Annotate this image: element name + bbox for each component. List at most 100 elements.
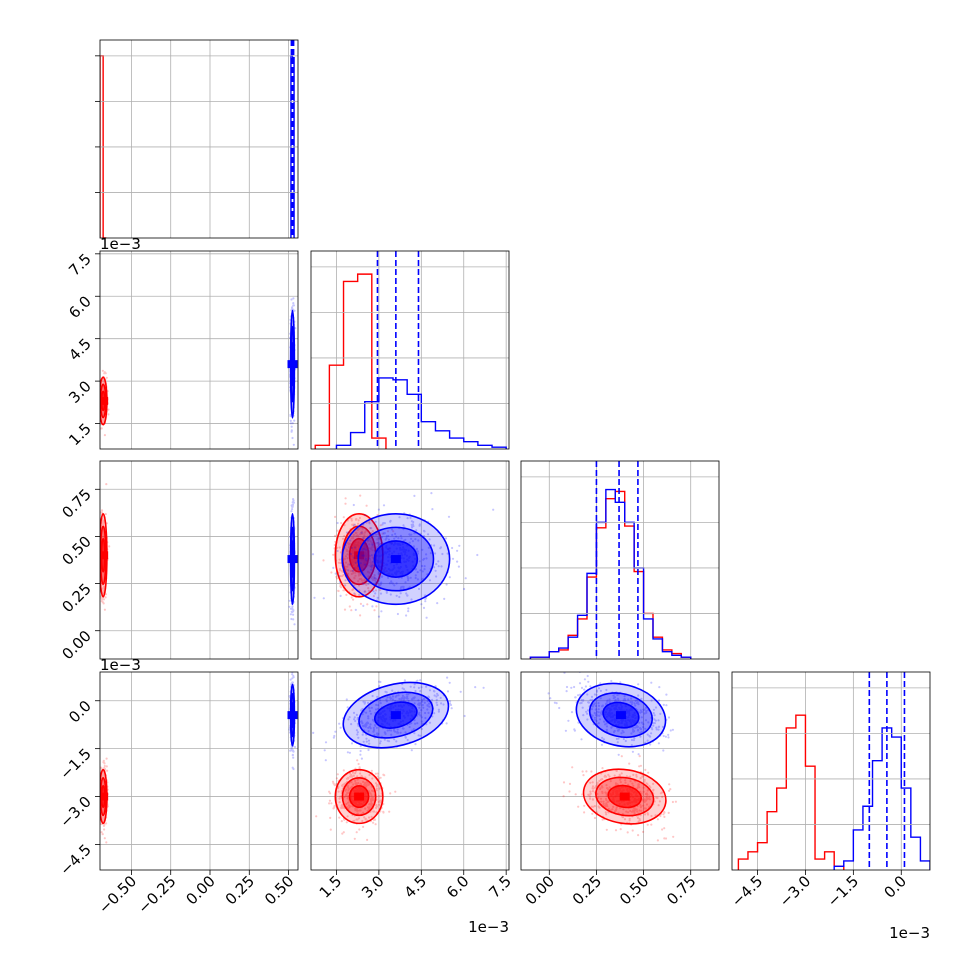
- sample-point: [583, 678, 587, 681]
- sample-point: [331, 780, 335, 783]
- sample-point: [382, 504, 386, 507]
- sample-point: [101, 591, 104, 594]
- sample-point: [102, 774, 105, 777]
- sample-point: [341, 574, 344, 578]
- sample-point: [370, 804, 373, 807]
- sample-point: [439, 546, 443, 549]
- sample-point: [387, 534, 390, 538]
- sample-point: [423, 565, 426, 568]
- sample-point: [372, 790, 375, 793]
- sample-point: [664, 837, 668, 840]
- sample-point: [637, 834, 640, 837]
- sample-point: [354, 779, 357, 783]
- sample-point: [346, 791, 349, 794]
- sample-point: [419, 569, 422, 572]
- sample-point: [103, 372, 106, 375]
- sample-point: [410, 537, 413, 540]
- sample-point: [492, 508, 495, 511]
- sample-point: [391, 533, 394, 537]
- sample-point: [601, 818, 604, 821]
- sample-point: [359, 573, 362, 576]
- sample-point: [549, 697, 552, 700]
- sample-point: [333, 805, 336, 808]
- sample-point: [372, 563, 375, 566]
- sample-point: [671, 728, 675, 731]
- sample-point: [427, 711, 430, 715]
- sample-point: [395, 582, 398, 585]
- sample-point: [379, 524, 382, 527]
- sample-point: [292, 304, 295, 307]
- sample-point: [365, 583, 368, 587]
- sample-point: [354, 531, 357, 535]
- sample-point: [379, 776, 382, 779]
- sample-point: [437, 565, 440, 568]
- sample-point: [292, 676, 295, 679]
- panel-3-0: [99, 671, 299, 871]
- sample-point: [415, 547, 419, 551]
- sample-point: [359, 562, 362, 565]
- sample-point: [348, 542, 351, 545]
- sample-point: [667, 716, 671, 719]
- sample-point: [292, 609, 295, 612]
- sample-point: [403, 679, 406, 682]
- sample-point: [340, 804, 343, 808]
- sample-point: [447, 515, 451, 518]
- sample-point: [352, 536, 355, 539]
- sample-point: [376, 775, 379, 778]
- sample-point: [577, 694, 580, 697]
- sample-point: [289, 419, 292, 422]
- sample-point: [368, 557, 371, 560]
- sample-point: [410, 520, 413, 523]
- sample-point: [364, 817, 367, 821]
- sample-point: [101, 783, 104, 786]
- sample-point: [105, 841, 108, 844]
- sample-point: [424, 598, 427, 601]
- sample-point: [345, 821, 348, 824]
- sample-point: [373, 577, 376, 580]
- sample-point: [358, 593, 361, 597]
- sample-point: [583, 804, 586, 807]
- sample-point: [365, 504, 368, 507]
- sample-point: [353, 576, 356, 579]
- sample-point: [369, 561, 372, 564]
- sample-point: [292, 304, 295, 307]
- sample-point: [389, 792, 392, 795]
- sample-point: [373, 724, 377, 727]
- sample-point: [568, 790, 571, 793]
- sample-point: [371, 543, 374, 546]
- histogram-series-0: [314, 273, 387, 449]
- sample-point: [360, 774, 363, 777]
- sample-point: [369, 561, 372, 564]
- sample-point: [394, 532, 397, 536]
- sample-point: [374, 772, 377, 775]
- sample-point: [352, 503, 355, 507]
- sample-point: [375, 787, 378, 790]
- sample-point: [347, 789, 350, 792]
- sample-point: [379, 680, 382, 684]
- sample-point: [101, 519, 104, 522]
- sample-point: [375, 605, 378, 608]
- sample-point: [647, 771, 650, 774]
- sample-point: [339, 580, 342, 584]
- sample-point: [344, 561, 348, 564]
- sample-point: [354, 608, 357, 612]
- sample-point: [351, 588, 354, 592]
- sample-point: [366, 781, 369, 784]
- sample-point: [103, 764, 106, 768]
- sample-point: [293, 309, 296, 312]
- sample-point: [375, 805, 378, 808]
- sample-point: [363, 784, 366, 787]
- sample-point: [417, 587, 421, 591]
- sample-point: [358, 766, 361, 769]
- sample-point: [619, 828, 622, 831]
- sample-point: [373, 574, 376, 577]
- sample-point: [346, 795, 349, 798]
- sample-point: [601, 767, 604, 770]
- sample-point: [364, 557, 367, 560]
- sample-point: [329, 828, 332, 831]
- sample-point: [101, 774, 104, 777]
- sample-point: [412, 525, 415, 528]
- sample-point: [350, 517, 353, 520]
- sample-point: [290, 429, 293, 432]
- sample-point: [373, 810, 376, 813]
